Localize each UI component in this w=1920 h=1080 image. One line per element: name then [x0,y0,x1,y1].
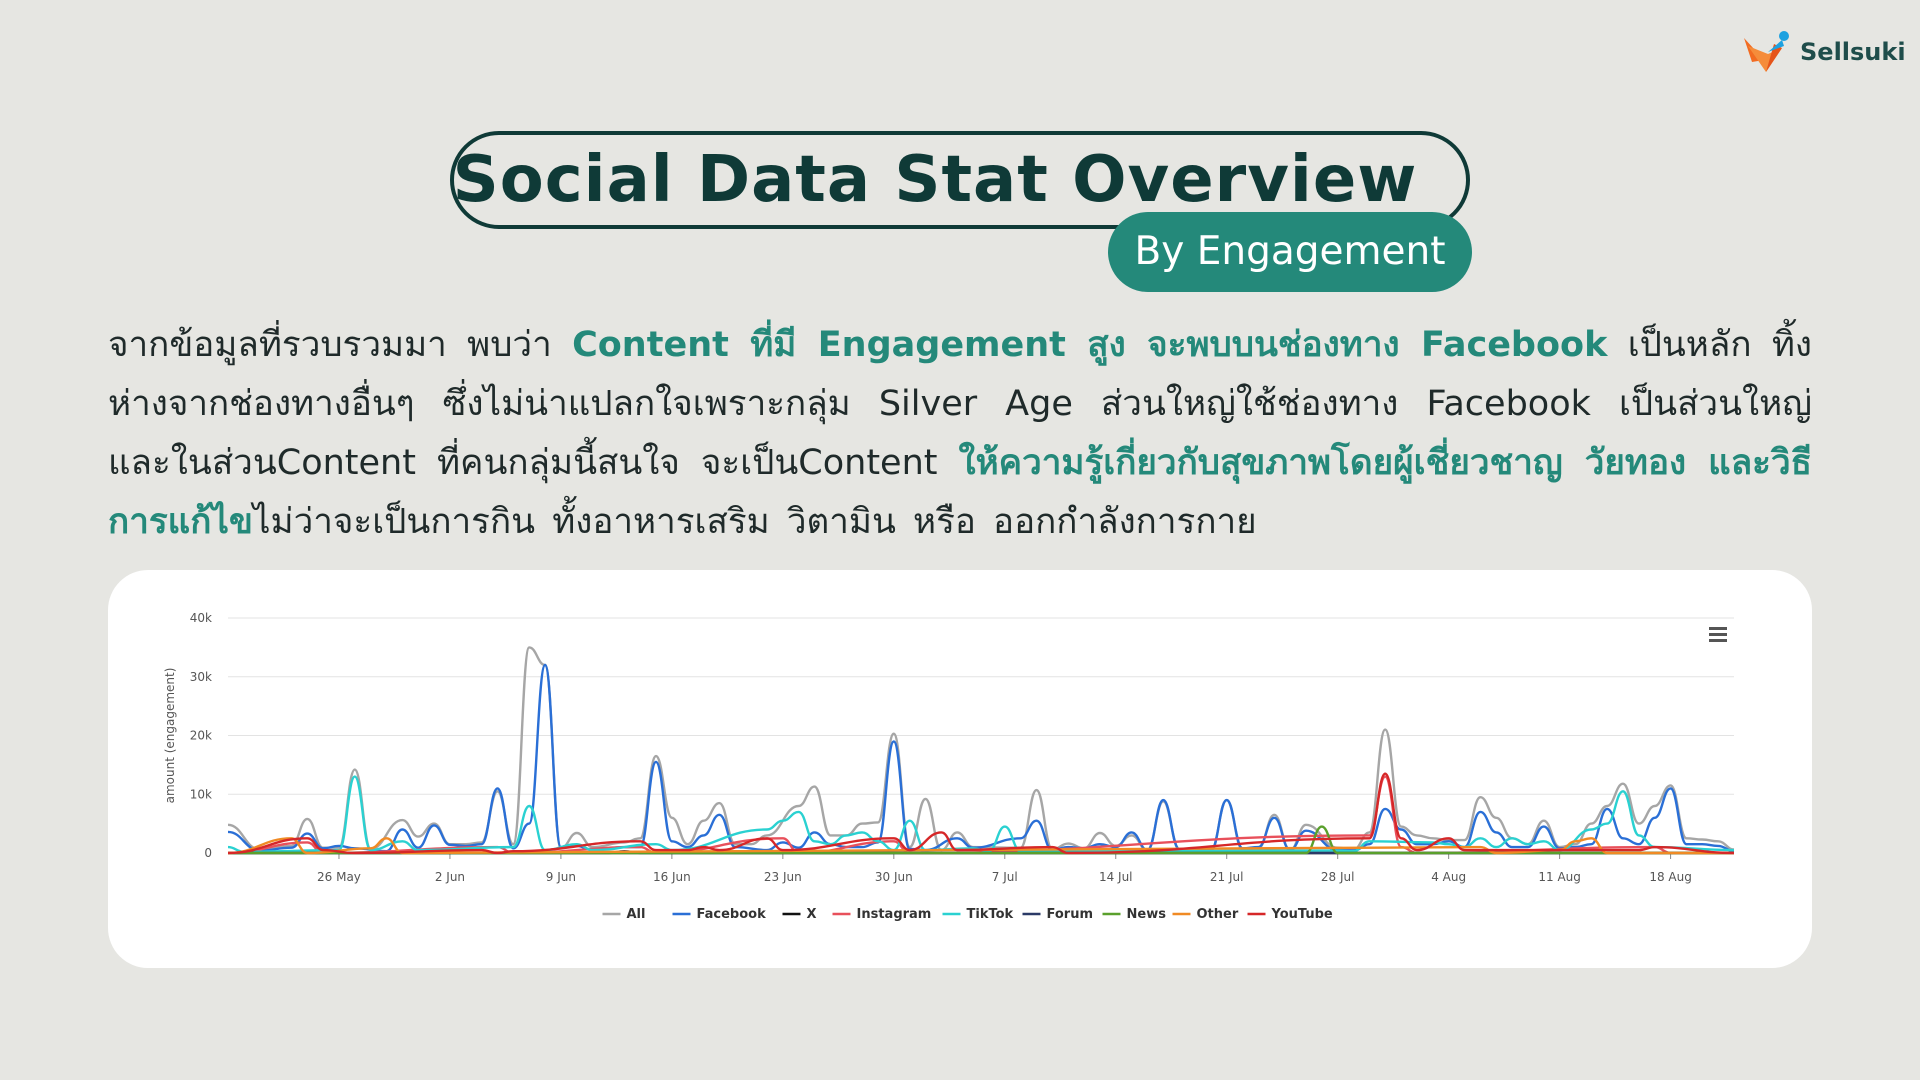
page-title: Social Data Stat Overview [452,143,1418,217]
legend-label: News [1127,907,1167,922]
x-tick-label: 7 Jul [992,870,1018,884]
legend-label: TikTok [967,907,1014,922]
summary-paragraph: จากข้อมูลที่รวบรวมมา พบว่า Content ที่มี… [108,316,1812,552]
x-tick-label: 2 Jun [435,870,465,884]
series-line-facebook [227,663,1735,853]
y-tick-label: 30k [190,670,212,684]
x-tick-label: 16 Jun [653,870,691,884]
legend-label: YouTube [1271,907,1333,922]
highlight-text: Content ที่มี Engagement สูง จะพบบนช่องท… [572,325,1608,365]
menu-bar [1709,633,1727,636]
y-tick-label: 20k [190,729,212,743]
legend-label: Forum [1047,907,1094,922]
x-tick-label: 21 Jul [1210,870,1244,884]
legend-label: Facebook [697,907,767,922]
chart-card: 0 10k 20k 30k 40k 26 May 2 Jun 9 Jun 16 Jun 23 Ju… [108,570,1812,968]
legend-item-tiktok[interactable]: TikTok [942,907,1014,922]
legend-item-all[interactable]: All [602,907,646,922]
legend-label: Instagram [857,907,932,922]
body-text: จากข้อมูลที่รวบรวมมา พบว่า [108,325,573,365]
chart-menu-icon[interactable] [1709,627,1727,642]
y-tick-label: 10k [190,787,212,801]
legend-item-x[interactable]: X [782,907,817,922]
title-frame [450,131,1470,229]
sellsuki-logo-icon [1744,31,1789,72]
legend-item-youtube[interactable]: YouTube [1247,907,1333,922]
series-line-tiktok [227,775,1735,853]
x-tick-label: 26 May [317,870,361,884]
legend-item-forum[interactable]: Forum [1022,907,1094,922]
legend-label: All [627,907,646,922]
menu-bar [1709,639,1727,642]
legend-item-instagram[interactable]: Instagram [832,907,932,922]
x-tick-label: 28 Jul [1321,870,1355,884]
x-tick-label: 9 Jun [546,870,576,884]
x-tick-label: 23 Jun [764,870,802,884]
series-line-all [227,646,1735,852]
x-tick-label: 30 Jun [875,870,913,884]
x-tick-label: 11 Aug [1538,870,1581,884]
menu-bar [1709,627,1727,630]
y-tick-label: 0 [204,846,212,860]
body-text: ไม่ว่าจะเป็นการกิน ทั้งอาหารเสริม วิตามิ… [252,502,1257,542]
x-tick-label: 18 Aug [1649,870,1692,884]
legend-label: X [807,907,817,922]
x-tick-label: 4 Aug [1431,870,1466,884]
x-tick-label: 14 Jul [1099,870,1133,884]
y-axis-label: amount (engagement) [163,668,177,804]
logo-text: Sellsuki [1800,38,1906,66]
engagement-line-chart: 0 10k 20k 30k 40k 26 May 2 Jun 9 Jun 16 Jun 23 Ju… [163,611,1735,922]
highlight-text: ให้ความรู้เกี่ยวกับสุขภาพโดยผู้เชี่ยวชาญ… [108,443,1812,542]
body-text: เป็นหลัก ทิ้งห่างจากช่องทางอื่นๆ ซึ่งไม่… [108,325,1813,483]
legend-label: Other [1197,907,1239,922]
legend-item-facebook[interactable]: Facebook [672,907,767,922]
legend-item-other[interactable]: Other [1172,907,1239,922]
series-line-youtube [227,772,1735,855]
sellsuki-logo: Sellsuki [1738,24,1906,80]
series-line-instagram [227,775,1734,855]
legend-item-news[interactable]: News [1102,907,1167,922]
y-tick-label: 40k [190,611,212,625]
subtitle-badge: By Engagement [1108,212,1472,292]
